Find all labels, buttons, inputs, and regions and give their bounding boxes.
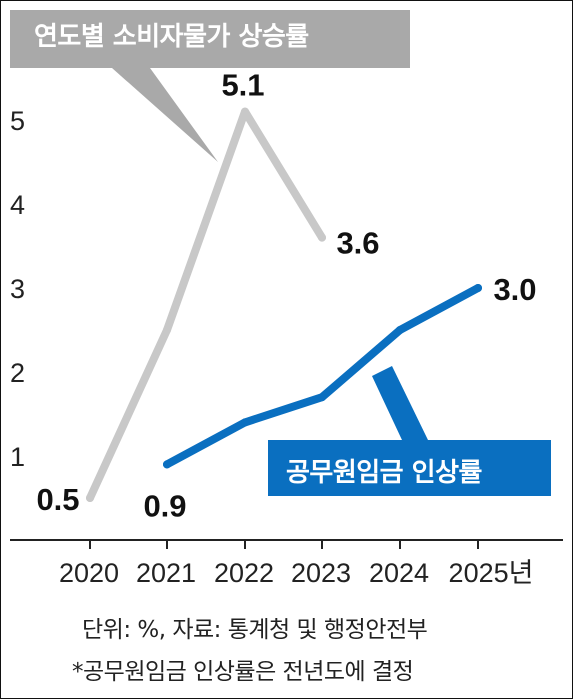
x-tick-label: 2025년	[449, 558, 534, 588]
data-label: 3.6	[336, 226, 379, 261]
y-tick-label: 1	[10, 442, 25, 472]
x-tick-label: 2024	[369, 558, 429, 588]
series-line-0	[86, 107, 326, 502]
data-label: 0.5	[36, 482, 79, 517]
data-point	[396, 326, 404, 334]
data-point	[318, 393, 326, 402]
wage-series-label-box	[268, 440, 551, 496]
wage-series-name: 공무원임금 인상률	[286, 458, 482, 488]
data-label: 0.9	[143, 488, 186, 523]
x-tick-label: 2020	[59, 558, 119, 588]
x-tick-label: 2021	[136, 558, 196, 588]
x-tick-label: 2022	[214, 558, 274, 588]
data-point	[474, 284, 482, 292]
data-point	[241, 107, 249, 116]
footnote: *공무원임금 인상률은 전년도에 결정	[72, 659, 414, 685]
data-point	[318, 233, 326, 242]
data-point	[86, 494, 94, 502]
data-point	[163, 326, 171, 334]
series-line-1	[163, 284, 482, 469]
cpi-title-callout	[10, 10, 410, 162]
data-point	[163, 460, 171, 469]
x-tick-label: 2023	[291, 558, 351, 588]
chart-title: 연도별 소비자물가 상승률	[34, 22, 309, 52]
data-label: 3.0	[493, 272, 536, 307]
wage-callout-pointer	[372, 366, 428, 440]
y-tick-label: 3	[10, 274, 25, 304]
y-tick-label: 4	[10, 190, 25, 220]
data-point	[241, 418, 249, 427]
data-label: 5.1	[221, 68, 264, 103]
source-note: 단위: %, 자료: 통계청 및 행정안전부	[82, 617, 428, 643]
y-tick-label: 5	[10, 106, 25, 136]
y-tick-label: 2	[10, 358, 25, 388]
